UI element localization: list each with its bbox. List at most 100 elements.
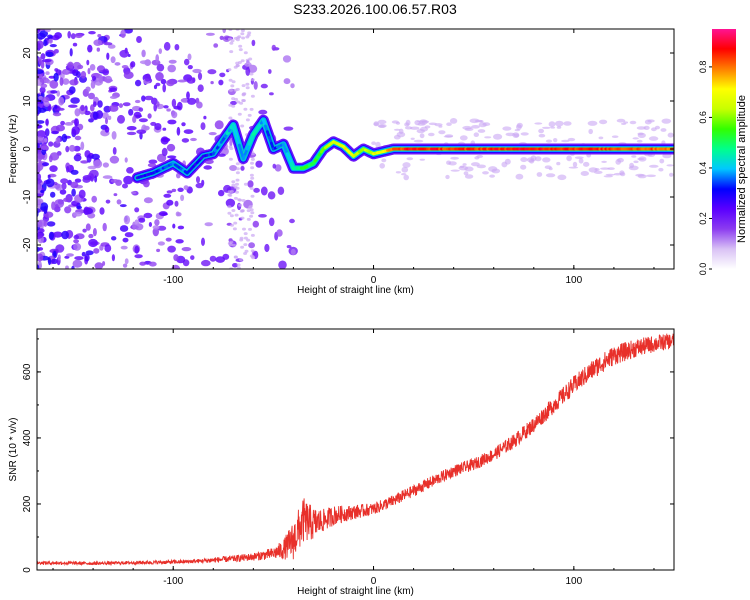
noise-blob bbox=[600, 167, 610, 170]
noise-blob bbox=[177, 79, 187, 83]
noise-blob bbox=[544, 165, 552, 169]
noise-blob bbox=[43, 39, 48, 47]
noise-blob bbox=[92, 111, 98, 120]
noise-blob bbox=[107, 115, 112, 121]
noise-blob bbox=[73, 154, 82, 162]
y-tick-label: 0 bbox=[22, 567, 33, 573]
noise-blob bbox=[197, 72, 203, 81]
noise-blob bbox=[122, 183, 128, 189]
noise-blob bbox=[413, 139, 424, 143]
noise-blob bbox=[41, 140, 45, 144]
noise-blob bbox=[239, 101, 244, 105]
noise-blob bbox=[109, 155, 120, 164]
noise-blob bbox=[598, 136, 604, 140]
y-tick-label: 20 bbox=[22, 47, 33, 59]
noise-blob bbox=[658, 167, 664, 172]
noise-blob bbox=[88, 92, 95, 100]
noise-blob bbox=[666, 164, 674, 167]
noise-blob bbox=[61, 230, 69, 240]
noise-blob bbox=[247, 113, 252, 117]
x-tick-label: 0 bbox=[371, 275, 377, 286]
noise-blob bbox=[474, 156, 480, 160]
noise-blob bbox=[49, 44, 57, 48]
noise-blob bbox=[534, 122, 543, 125]
noise-blob bbox=[91, 75, 97, 81]
noise-blob bbox=[68, 104, 78, 108]
noise-blob bbox=[117, 114, 125, 124]
noise-blob bbox=[227, 211, 232, 215]
noise-blob bbox=[102, 162, 109, 168]
noise-blob bbox=[124, 232, 134, 238]
noise-blob bbox=[250, 94, 255, 98]
noise-blob bbox=[50, 90, 58, 94]
noise-blob bbox=[37, 29, 41, 34]
noise-blob bbox=[98, 74, 103, 84]
y-tick-label: -20 bbox=[22, 237, 33, 252]
noise-blob bbox=[166, 199, 174, 206]
noise-blob bbox=[229, 50, 234, 54]
noise-blob bbox=[37, 232, 43, 239]
noise-blob bbox=[409, 126, 420, 130]
noise-blob bbox=[89, 64, 96, 71]
noise-blob bbox=[515, 173, 524, 180]
noise-blob bbox=[227, 37, 232, 41]
noise-blob bbox=[134, 219, 140, 226]
noise-blob bbox=[57, 254, 61, 261]
noise-blob bbox=[561, 139, 570, 143]
noise-blob bbox=[201, 237, 205, 246]
noise-blob bbox=[119, 204, 127, 208]
noise-blob bbox=[74, 135, 82, 141]
noise-blob bbox=[619, 170, 625, 175]
noise-blob bbox=[574, 156, 584, 159]
noise-blob bbox=[94, 262, 104, 269]
noise-blob bbox=[104, 244, 112, 253]
noise-blob bbox=[122, 237, 129, 243]
noise-blob bbox=[417, 122, 426, 126]
noise-blob bbox=[60, 120, 65, 126]
noise-blob bbox=[245, 118, 250, 122]
noise-blob bbox=[264, 243, 270, 253]
noise-blob bbox=[80, 71, 87, 79]
noise-blob bbox=[493, 133, 503, 140]
noise-blob bbox=[514, 129, 520, 132]
noise-blob bbox=[148, 261, 157, 267]
noise-blob bbox=[286, 245, 292, 249]
noise-blob bbox=[144, 74, 151, 82]
noise-blob bbox=[235, 182, 239, 186]
noise-blob bbox=[278, 260, 287, 269]
noise-blob bbox=[163, 41, 171, 51]
noise-blob bbox=[449, 118, 458, 124]
noise-blob bbox=[489, 174, 495, 178]
noise-blob bbox=[190, 137, 197, 142]
noise-blob bbox=[219, 72, 226, 78]
noise-blob bbox=[520, 132, 529, 136]
spectrogram-x-axis-label: Height of straight line (km) bbox=[297, 285, 414, 296]
noise-blob bbox=[63, 197, 70, 202]
noise-blob bbox=[235, 178, 240, 182]
noise-blob bbox=[76, 205, 82, 210]
noise-blob bbox=[605, 173, 615, 176]
noise-blob bbox=[41, 59, 52, 63]
noise-blob bbox=[44, 128, 50, 137]
noise-blob bbox=[187, 53, 192, 61]
noise-blob bbox=[235, 162, 240, 166]
noise-blob bbox=[73, 239, 79, 244]
snr-y-axis-label: SNR (10 * v/v) bbox=[8, 418, 19, 482]
snr-panel: -100 0 100 0 200 400 600 Height of straight l… bbox=[8, 328, 675, 597]
noise-blob bbox=[109, 87, 118, 92]
noise-blob bbox=[86, 154, 92, 163]
noise-blob bbox=[214, 120, 224, 130]
colorbar-ticks: 0.0 0.2 0.4 0.6 0.8 bbox=[698, 61, 712, 275]
noise-blob bbox=[204, 222, 213, 227]
noise-blob bbox=[241, 84, 246, 88]
noise-blob bbox=[477, 129, 486, 133]
noise-blob bbox=[74, 108, 81, 117]
noise-blob bbox=[232, 243, 236, 247]
noise-blob bbox=[235, 190, 239, 194]
noise-blob bbox=[246, 209, 251, 213]
noise-blob bbox=[148, 159, 158, 164]
noise-blob bbox=[636, 126, 646, 130]
noise-blob bbox=[393, 134, 401, 140]
noise-blob bbox=[207, 69, 217, 75]
noise-blob bbox=[73, 243, 82, 251]
